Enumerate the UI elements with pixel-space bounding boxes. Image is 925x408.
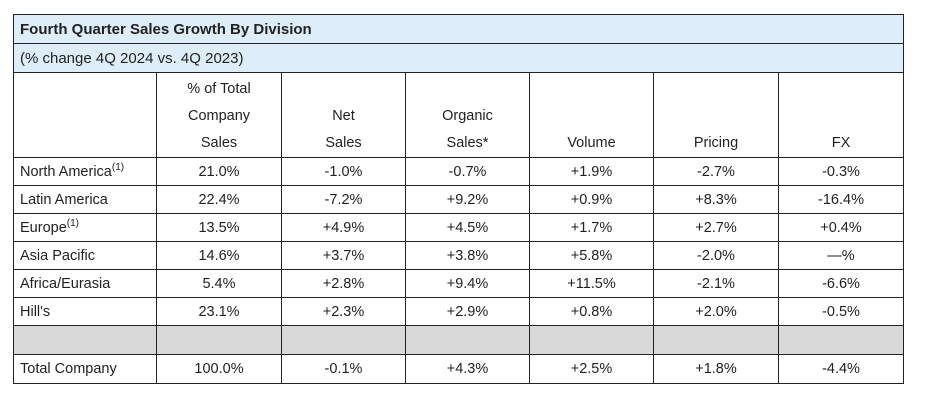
table-cell: -1.0% [281, 157, 406, 186]
column-header-line: Company [187, 108, 251, 124]
table-cell: -2.0% [653, 241, 779, 270]
title-row: Fourth Quarter Sales Growth By Division [12, 14, 905, 44]
spacer-cell [653, 325, 779, 355]
table-cell: +0.4% [777, 213, 905, 242]
table-cell: 13.5% [156, 213, 282, 242]
table-cell: -2.1% [653, 269, 779, 298]
row-label-text: Latin America [20, 191, 108, 208]
table-cell: -0.3% [777, 157, 905, 186]
column-header-row: % of Total Company Sales Net Sales Organic Sal… [13, 72, 905, 158]
table-cell: +2.3% [281, 297, 406, 326]
table-cell: +0.9% [529, 185, 654, 214]
total-cell: -0.1% [281, 354, 406, 384]
row-label: Asia Pacific [13, 241, 157, 270]
column-header: Pricing [653, 72, 779, 158]
sales-growth-table: Fourth Quarter Sales Growth By Division … [12, 14, 905, 384]
row-label-text: Asia Pacific [20, 247, 95, 264]
spacer-row [13, 325, 905, 355]
table-row: Hill's 23.1% +2.3% +2.9% +0.8% +2.0% -0.5% [13, 297, 905, 326]
table-cell: +0.8% [529, 297, 654, 326]
column-header-line: Net [332, 108, 355, 124]
column-header: Volume [529, 72, 654, 158]
total-cell: -4.4% [777, 354, 905, 384]
row-label: Hill's [13, 297, 157, 326]
column-header: Organic Sales* [405, 72, 530, 158]
table-cell: -16.4% [777, 185, 905, 214]
header-empty-cell [13, 72, 157, 158]
table-cell: 22.4% [156, 185, 282, 214]
table-row: Africa/Eurasia 5.4% +2.8% +9.4% +11.5% -2.1% -… [13, 269, 905, 298]
row-label: Europe(1) [13, 213, 157, 242]
table-cell: +5.8% [529, 241, 654, 270]
table-cell: +4.9% [281, 213, 406, 242]
table-cell: -0.7% [405, 157, 530, 186]
table-row: North America(1) 21.0% -1.0% -0.7% +1.9% -2.7… [13, 157, 905, 186]
row-label: Latin America [13, 185, 157, 214]
total-cell: +1.8% [653, 354, 779, 384]
table-subtitle: (% change 4Q 2024 vs. 4Q 2023) [12, 43, 905, 73]
spacer-cell [281, 325, 406, 355]
table-cell: +3.7% [281, 241, 406, 270]
column-header: Net Sales [281, 72, 406, 158]
table-cell: +2.8% [281, 269, 406, 298]
table-cell: -7.2% [281, 185, 406, 214]
table-row: Europe(1) 13.5% +4.9% +4.5% +1.7% +2.7% +0.4% [13, 213, 905, 242]
column-header: FX [777, 72, 905, 158]
row-label-text: Africa/Eurasia [20, 275, 111, 292]
table-cell: +2.9% [405, 297, 530, 326]
table-cell: -6.6% [777, 269, 905, 298]
table-cell: +1.9% [529, 157, 654, 186]
total-cell: +2.5% [529, 354, 654, 384]
subtitle-row: (% change 4Q 2024 vs. 4Q 2023) [12, 43, 905, 73]
column-header: % of Total Company Sales [156, 72, 282, 158]
sales-growth-table-container: Fourth Quarter Sales Growth By Division … [12, 14, 905, 384]
total-cell: 100.0% [156, 354, 282, 384]
row-label: Africa/Eurasia [13, 269, 157, 298]
column-header-line: Sales* [446, 135, 489, 151]
column-header-line: Volume [567, 135, 616, 151]
row-label: North America(1) [13, 157, 157, 186]
footnote-marker: (1) [111, 161, 125, 173]
row-label-text: Europe [20, 219, 67, 236]
spacer-cell [529, 325, 654, 355]
footnote-marker: (1) [66, 217, 79, 229]
total-row: Total Company 100.0% -0.1% +4.3% +2.5% +1.8%… [13, 354, 905, 384]
table-cell: +9.2% [405, 185, 530, 214]
column-header-line: % of Total [187, 81, 251, 97]
spacer-cell [13, 325, 157, 355]
table-title: Fourth Quarter Sales Growth By Division [12, 14, 905, 44]
table-cell: +11.5% [529, 269, 654, 298]
table-cell: +4.5% [405, 213, 530, 242]
row-label-text: Hill's [20, 303, 51, 320]
column-header-line: Sales [200, 135, 238, 151]
total-cell: +4.3% [405, 354, 530, 384]
column-header-line: FX [831, 135, 851, 151]
table-cell: -2.7% [653, 157, 779, 186]
table-cell: +2.7% [653, 213, 779, 242]
table-cell: —% [777, 241, 905, 270]
table-cell: 5.4% [156, 269, 282, 298]
table-cell: 23.1% [156, 297, 282, 326]
table-cell: 21.0% [156, 157, 282, 186]
column-header-line: Organic [442, 108, 493, 124]
total-label: Total Company [13, 354, 157, 384]
column-header-line: Pricing [693, 135, 739, 151]
table-cell: +8.3% [653, 185, 779, 214]
spacer-cell [156, 325, 282, 355]
spacer-cell [777, 325, 905, 355]
table-row: Asia Pacific 14.6% +3.7% +3.8% +5.8% -2.0% —% [13, 241, 905, 270]
column-header-line: Sales [325, 135, 362, 151]
table-cell: +3.8% [405, 241, 530, 270]
table-cell: -0.5% [777, 297, 905, 326]
table-cell: 14.6% [156, 241, 282, 270]
table-cell: +2.0% [653, 297, 779, 326]
table-row: Latin America 22.4% -7.2% +9.2% +0.9% +8.3% -1… [13, 185, 905, 214]
spacer-cell [405, 325, 530, 355]
table-cell: +9.4% [405, 269, 530, 298]
table-cell: +1.7% [529, 213, 654, 242]
row-label-text: North America [20, 163, 112, 180]
